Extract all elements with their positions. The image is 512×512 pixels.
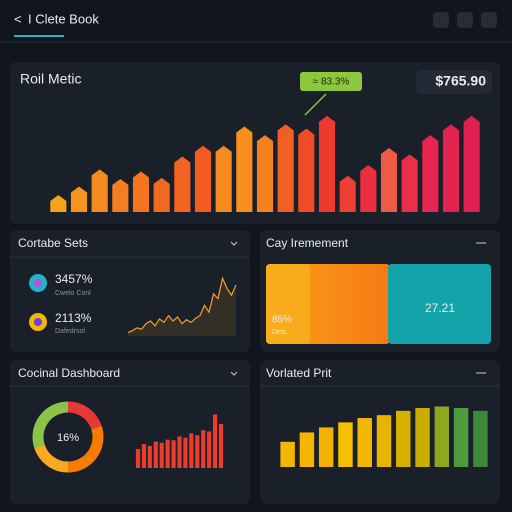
bar bbox=[174, 156, 191, 212]
panel bbox=[10, 62, 500, 224]
bar bbox=[112, 178, 129, 212]
bar bbox=[171, 440, 176, 468]
bar bbox=[453, 407, 469, 467]
bar bbox=[201, 430, 206, 468]
bar bbox=[183, 437, 188, 468]
panel-title: Roil Metic bbox=[20, 71, 81, 87]
bar bbox=[357, 418, 372, 467]
item-icon bbox=[34, 279, 42, 287]
bar bbox=[218, 423, 224, 468]
bar bbox=[380, 147, 398, 212]
bar-chart bbox=[280, 406, 488, 467]
bar bbox=[360, 165, 377, 212]
donut-label: 16% bbox=[57, 432, 79, 444]
block-value: 85% bbox=[272, 315, 292, 326]
heat-block bbox=[266, 264, 310, 344]
icon-button[interactable] bbox=[433, 12, 449, 28]
bar bbox=[194, 145, 212, 212]
item-value: 3457% bbox=[55, 272, 93, 286]
bar bbox=[165, 439, 170, 468]
bar bbox=[318, 427, 334, 467]
bar bbox=[70, 186, 88, 212]
bar bbox=[338, 422, 353, 467]
bar bbox=[141, 444, 146, 468]
heat-block bbox=[388, 264, 491, 344]
bar bbox=[153, 441, 158, 468]
bar bbox=[189, 433, 194, 468]
bar bbox=[177, 436, 182, 468]
annotation-arrow bbox=[304, 93, 327, 116]
donut bbox=[32, 401, 104, 473]
bar bbox=[215, 145, 232, 212]
bar-chart bbox=[50, 115, 480, 212]
panel-title: Cortabe Sets bbox=[18, 236, 88, 250]
annotation-box bbox=[300, 72, 362, 91]
bar bbox=[463, 115, 480, 212]
line-chart bbox=[127, 276, 237, 336]
block-value: 27.21 bbox=[425, 301, 455, 315]
bar bbox=[153, 177, 170, 212]
bar bbox=[135, 449, 141, 468]
bar bbox=[396, 410, 411, 467]
item-value: 2113% bbox=[55, 311, 92, 325]
badge bbox=[416, 70, 492, 94]
bar bbox=[422, 135, 439, 212]
bar bbox=[339, 175, 356, 212]
bar bbox=[401, 154, 418, 212]
badge-value: $765.90 bbox=[435, 73, 486, 89]
bar bbox=[318, 115, 336, 212]
bar bbox=[195, 435, 200, 468]
block-label: Dets bbox=[272, 329, 287, 336]
bar bbox=[50, 195, 67, 212]
bar bbox=[159, 442, 164, 468]
bar bbox=[132, 171, 150, 212]
bar bbox=[442, 124, 460, 212]
panel-title: Vorlated Prit bbox=[266, 366, 332, 380]
donut-segment bbox=[67, 401, 102, 430]
bar bbox=[473, 410, 488, 467]
bar bbox=[415, 407, 430, 467]
icon-button[interactable] bbox=[481, 12, 497, 28]
bar bbox=[207, 431, 212, 468]
item-label: Dafedrsol bbox=[55, 328, 85, 335]
header-title: I Clete Book bbox=[28, 11, 99, 26]
donut-segment bbox=[34, 444, 69, 473]
bar bbox=[299, 432, 315, 467]
back-button[interactable]: < bbox=[14, 11, 22, 26]
bar bbox=[298, 128, 315, 212]
donut-segment bbox=[67, 426, 104, 473]
annotation: ≈ 83.3% bbox=[313, 77, 350, 88]
bar bbox=[277, 124, 294, 212]
item-icon bbox=[34, 318, 42, 326]
bar bbox=[256, 135, 274, 212]
chevron[interactable] bbox=[230, 371, 238, 376]
bar bbox=[236, 126, 253, 212]
line bbox=[127, 276, 237, 334]
bar bbox=[91, 169, 108, 212]
bar bbox=[376, 415, 392, 467]
area bbox=[128, 278, 236, 336]
bar bbox=[280, 441, 295, 467]
icon-button[interactable] bbox=[457, 12, 473, 28]
bar bbox=[147, 445, 152, 468]
donut-segment bbox=[32, 401, 69, 448]
item-label: Cwelo Conl bbox=[55, 290, 91, 297]
bar-chart bbox=[135, 414, 224, 468]
bar bbox=[434, 406, 450, 467]
chevron[interactable] bbox=[230, 241, 238, 246]
panel-title: Cay Iremement bbox=[266, 236, 349, 250]
panel-title: Cocinal Dashboard bbox=[18, 366, 120, 380]
bar bbox=[213, 414, 218, 468]
